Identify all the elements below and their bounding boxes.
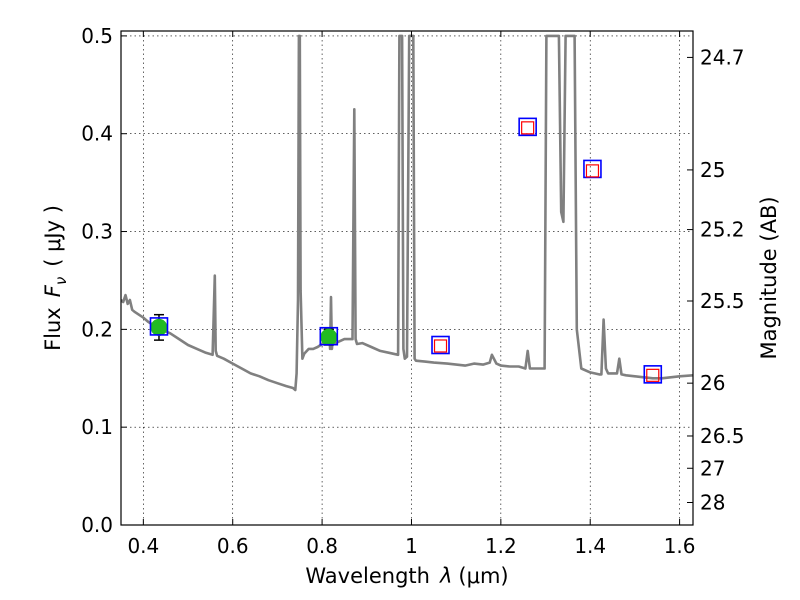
y-tick-label: 0.3 bbox=[81, 220, 113, 244]
x-axis-label-symbol: λ bbox=[439, 564, 452, 588]
x-tick-label: 1.4 bbox=[574, 534, 606, 558]
x-axis-label: Wavelength λ (μm) bbox=[305, 564, 508, 588]
x-tick-label: 0.8 bbox=[306, 534, 338, 558]
plot-area bbox=[121, 34, 693, 392]
model-flux-point bbox=[149, 317, 169, 336]
y2-tick-label: 27 bbox=[700, 456, 725, 480]
y2-tick-label: 24.7 bbox=[700, 45, 745, 69]
y-axis-label-subscript: ν bbox=[52, 277, 70, 285]
upper-limit-point bbox=[521, 121, 535, 135]
y2-tick-label: 26.5 bbox=[700, 424, 745, 448]
model-flux-point bbox=[431, 335, 450, 355]
observed-flux-point bbox=[150, 318, 168, 336]
y-tick-label: 0.0 bbox=[81, 513, 113, 537]
marker-layer bbox=[149, 117, 663, 384]
y2-tick-label: 25.2 bbox=[700, 218, 745, 242]
upper-limit-point bbox=[433, 339, 448, 353]
y2-tick-label: 28 bbox=[700, 491, 725, 515]
x-axis-label-unit: (μm) bbox=[458, 564, 508, 588]
x-tick-label: 1 bbox=[405, 534, 418, 558]
x-tick-label: 1.6 bbox=[664, 534, 696, 558]
y-tick-label: 0.2 bbox=[81, 317, 113, 341]
axis-ticks: 0.4 0.6 0.8 1 1.2 1.4 1.6 0.0 0.1 0.2 0.3 0.4 0.5 24.… bbox=[81, 24, 744, 558]
model-flux-point bbox=[518, 117, 537, 137]
model-flux-point bbox=[319, 326, 339, 346]
y2-tick-label: 26 bbox=[700, 371, 725, 395]
y-tick-label: 0.5 bbox=[81, 24, 113, 48]
upper-limit-point bbox=[585, 164, 600, 178]
x-tick-label: 0.6 bbox=[217, 534, 249, 558]
y2-tick-label: 25.5 bbox=[700, 289, 745, 313]
y-tick-label: 0.4 bbox=[81, 122, 113, 146]
x-axis-label-main: Wavelength bbox=[305, 564, 430, 588]
y2-tick-label: 25 bbox=[700, 158, 725, 182]
y-axis-label: Flux Fν ( μJy ) bbox=[41, 205, 70, 351]
x-tick-label: 0.4 bbox=[127, 534, 159, 558]
model-flux-point bbox=[643, 365, 663, 384]
y-axis-label-unit: ( μJy ) bbox=[41, 205, 65, 267]
observed-flux-point bbox=[320, 328, 338, 346]
y2-axis-label: Magnitude (AB) bbox=[757, 196, 781, 359]
y-tick-label: 0.1 bbox=[81, 415, 113, 439]
spectrum-line bbox=[121, 34, 693, 392]
x-tick-label: 1.2 bbox=[485, 534, 517, 558]
y-axis-label-symbol: F bbox=[41, 284, 65, 297]
upper-limit-point bbox=[646, 368, 660, 382]
y-axis-label-main: Flux bbox=[41, 307, 65, 351]
plot-frame bbox=[120, 30, 694, 526]
